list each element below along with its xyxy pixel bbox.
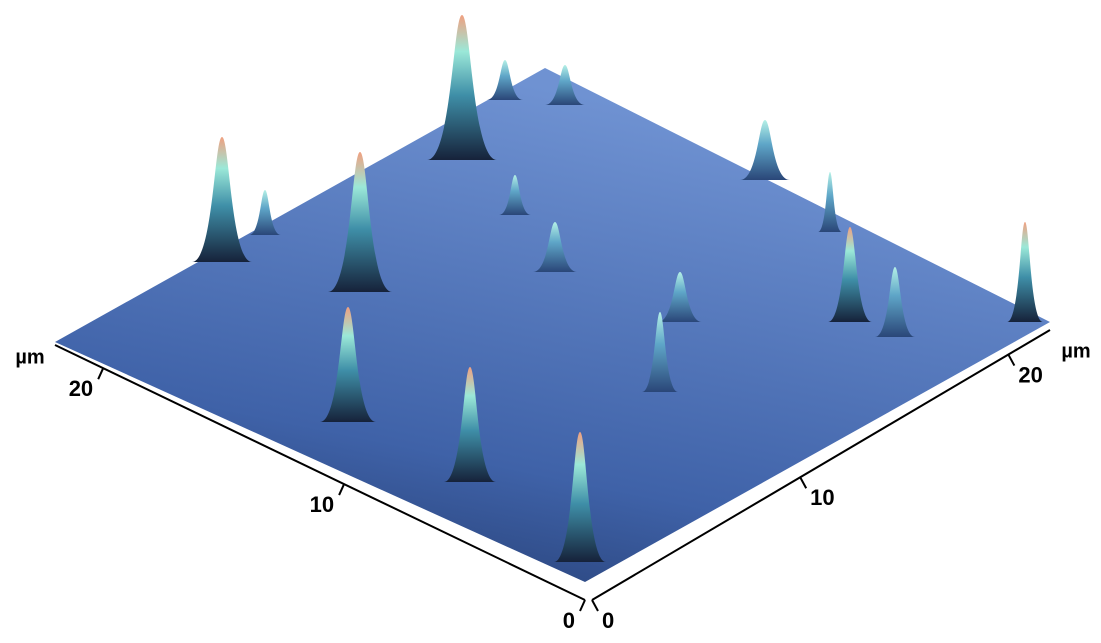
x-tick — [97, 367, 105, 380]
peak — [545, 65, 585, 105]
peak — [658, 272, 702, 322]
x-tick — [338, 483, 346, 496]
y-tick — [591, 599, 599, 612]
x-tick-label: 20 — [69, 376, 93, 401]
axes: 0 10 20 0 10 20 µm µm — [15, 329, 1091, 633]
y-tick-label: 10 — [810, 485, 834, 510]
peak — [740, 120, 790, 180]
y-tick — [799, 476, 808, 489]
y-tick — [1007, 354, 1016, 367]
y-axis-line — [591, 329, 1051, 601]
x-axis-label: µm — [15, 346, 44, 368]
peak — [554, 432, 606, 562]
x-tick-label: 10 — [310, 492, 334, 517]
peak — [828, 227, 872, 322]
x-tick-label: 0 — [563, 608, 575, 633]
peak — [818, 172, 842, 232]
peak — [249, 190, 281, 235]
y-tick-label: 0 — [602, 608, 614, 633]
peak — [320, 307, 376, 422]
peak — [533, 222, 577, 272]
x-tick — [579, 599, 586, 612]
peak — [642, 312, 678, 392]
peak — [487, 60, 523, 100]
surface — [55, 68, 1050, 582]
peak — [427, 15, 497, 160]
peak — [444, 367, 496, 482]
y-tick-label: 20 — [1018, 362, 1042, 387]
peak — [328, 152, 392, 292]
peak — [192, 137, 252, 262]
peaks — [192, 15, 1043, 562]
x-axis-line — [54, 344, 586, 601]
y-axis-label: µm — [1061, 340, 1090, 362]
peak — [499, 175, 531, 215]
peak — [1007, 222, 1043, 322]
peak — [875, 267, 915, 337]
